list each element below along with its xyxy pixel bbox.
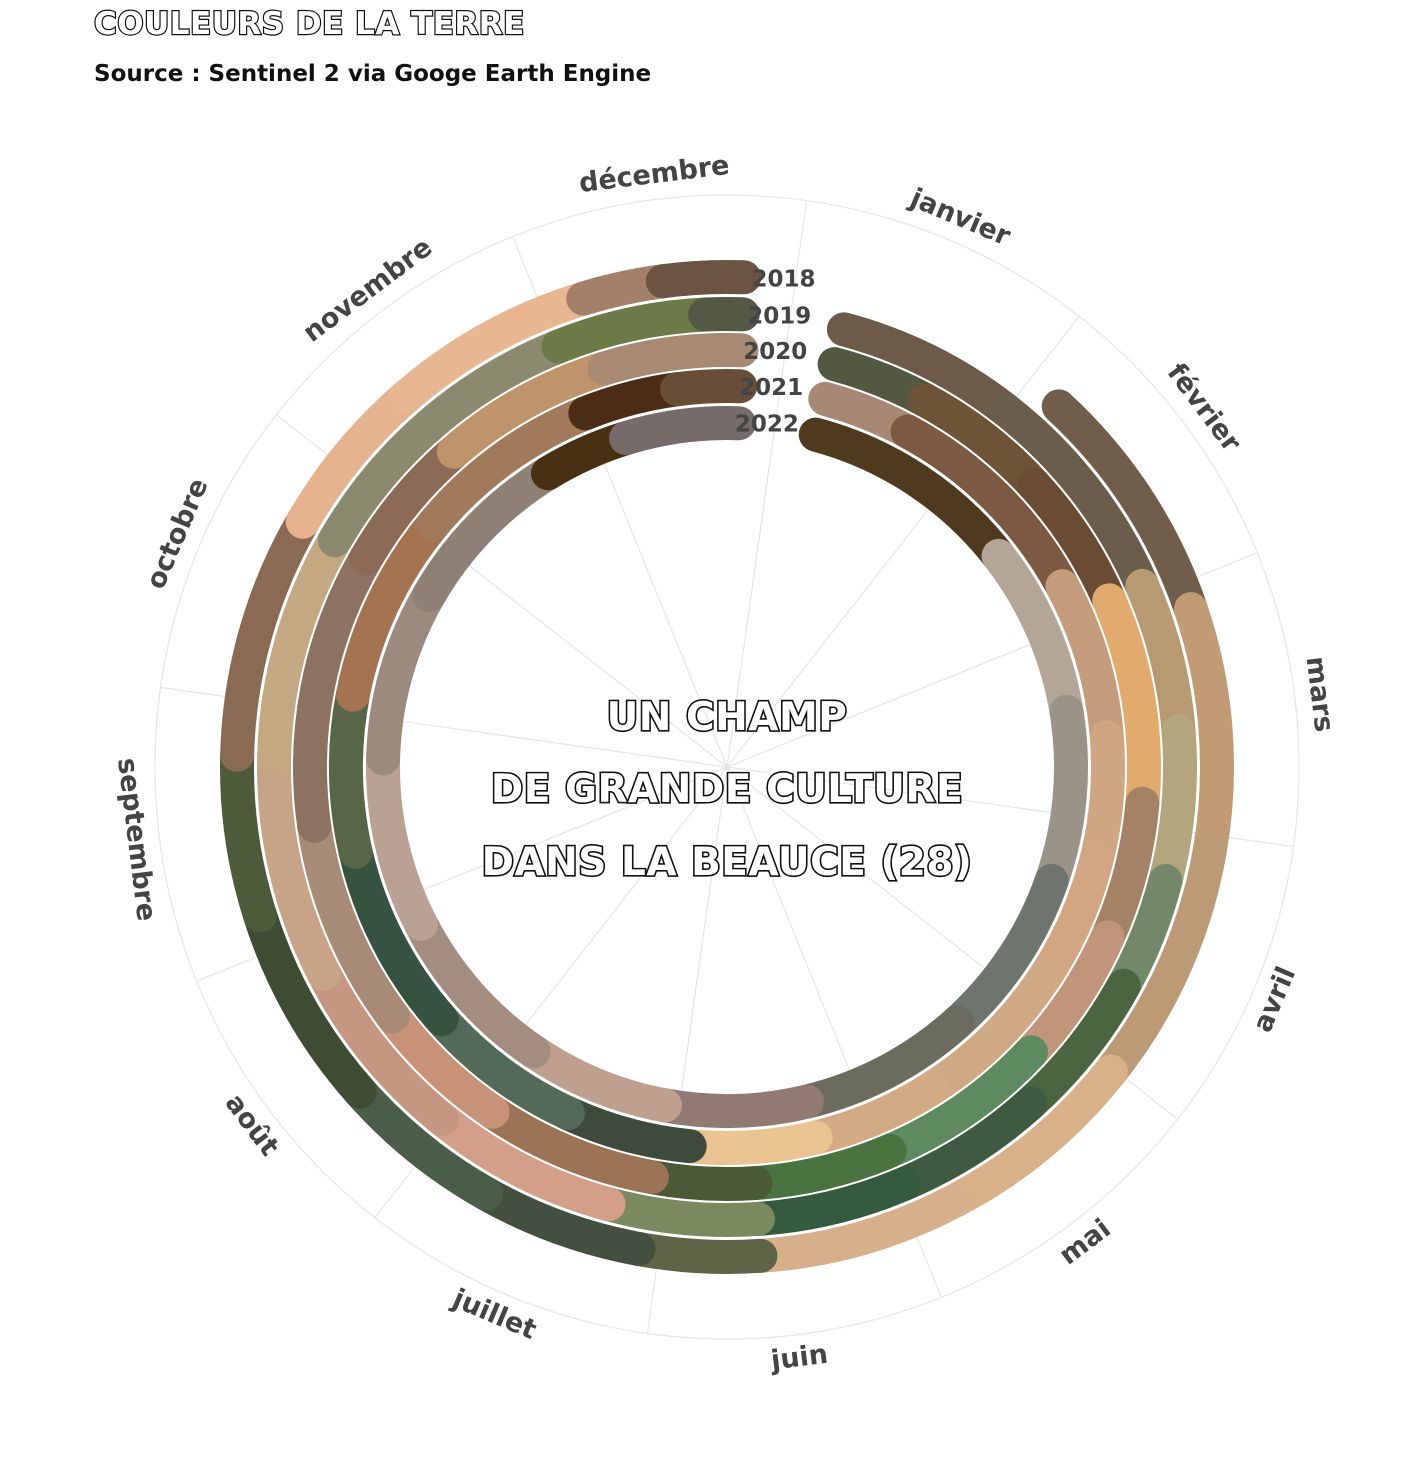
ring-segment bbox=[220, 737, 278, 933]
ring-segment bbox=[591, 1187, 775, 1237]
year-label-2020: 2020 bbox=[743, 339, 807, 365]
ring-segment bbox=[938, 1054, 1128, 1218]
ring-2022 bbox=[366, 406, 1088, 1128]
ring-segment bbox=[1078, 720, 1125, 880]
month-label-2: février bbox=[1161, 358, 1247, 459]
ring-segment bbox=[297, 808, 410, 1034]
year-label-2018: 2018 bbox=[751, 267, 815, 293]
month-label-7: juillet bbox=[447, 1283, 541, 1346]
ring-segment bbox=[648, 1084, 825, 1128]
year-rings bbox=[220, 260, 1234, 1274]
ring-segment bbox=[987, 392, 1160, 603]
ring-segment bbox=[317, 329, 576, 558]
ring-segment bbox=[416, 396, 603, 542]
ring-segment bbox=[335, 507, 451, 712]
ring-segment bbox=[890, 414, 1080, 604]
month-label-6: juin bbox=[768, 1339, 829, 1377]
chart-subtitle: Source : Sentinel 2 via Googe Earth Engi… bbox=[94, 61, 652, 87]
ring-segment bbox=[1093, 833, 1227, 1089]
center-line-2: DE GRANDE CULTURE bbox=[491, 767, 963, 812]
month-label-12: décembre bbox=[577, 150, 731, 199]
ring-segment bbox=[403, 907, 551, 1069]
ring-2020 bbox=[293, 332, 1161, 1201]
month-label-10: octobre bbox=[140, 474, 214, 594]
ring-segment bbox=[621, 1231, 778, 1274]
ring-segment bbox=[412, 456, 565, 612]
ring-segment bbox=[389, 281, 601, 414]
ring-segment bbox=[1041, 389, 1208, 627]
ring-segment bbox=[660, 369, 758, 407]
ring-segment bbox=[425, 1102, 626, 1222]
ring-segment bbox=[307, 956, 459, 1137]
ring-segment bbox=[672, 1120, 833, 1165]
ring-segment bbox=[981, 538, 1084, 729]
ring-segment bbox=[688, 297, 760, 332]
ring-segment bbox=[609, 406, 757, 456]
ring-segment bbox=[475, 1094, 669, 1195]
ring-segment bbox=[1173, 592, 1234, 868]
ring-segment bbox=[220, 504, 320, 772]
month-label-3: mars bbox=[1300, 655, 1340, 734]
grid-spoke bbox=[726, 200, 808, 768]
ring-segment bbox=[940, 863, 1069, 1040]
month-label-1: janvier bbox=[905, 182, 1015, 252]
year-label-2022: 2022 bbox=[735, 412, 799, 438]
chart-title: COULEURS DE LA TERRE bbox=[93, 5, 526, 43]
ring-segment bbox=[338, 834, 459, 1037]
center-caption: UN CHAMP DE GRANDE CULTURE DANS LA BEAUC… bbox=[480, 693, 973, 886]
grid-spoke bbox=[726, 315, 1080, 768]
ring-segment bbox=[366, 741, 438, 942]
year-label-2021: 2021 bbox=[739, 375, 803, 401]
ring-segment bbox=[743, 1183, 973, 1273]
ring-2021 bbox=[329, 369, 1125, 1165]
ring-segment bbox=[366, 577, 447, 776]
ring-segment bbox=[257, 523, 352, 773]
year-label-2019: 2019 bbox=[747, 303, 811, 329]
month-label-8: août bbox=[219, 1088, 285, 1162]
ring-segment bbox=[645, 260, 762, 299]
ring-segment bbox=[587, 332, 759, 386]
grid-circle bbox=[154, 194, 1300, 1340]
ring-2019 bbox=[257, 297, 1197, 1237]
ring-segment bbox=[798, 417, 1016, 573]
ring-segment bbox=[1092, 583, 1161, 821]
ring-segment bbox=[872, 1035, 1049, 1168]
ring-segment bbox=[243, 898, 377, 1109]
center-line-1: UN CHAMP bbox=[607, 695, 848, 740]
ring-segment bbox=[257, 738, 342, 991]
ring-segment bbox=[826, 312, 1022, 427]
year-labels: 2018 2019 2020 2021 2022 bbox=[735, 267, 816, 438]
month-label-5: mai bbox=[1054, 1213, 1117, 1271]
ring-segment bbox=[790, 1005, 975, 1119]
month-label-4: avril bbox=[1247, 962, 1302, 1036]
month-label-9: septembre bbox=[111, 756, 162, 923]
month-label-11: novembre bbox=[297, 232, 438, 349]
ring-segment bbox=[293, 541, 383, 843]
ring-2018 bbox=[220, 260, 1234, 1274]
ring-segment bbox=[1034, 694, 1088, 898]
ring-segment bbox=[1148, 714, 1197, 898]
ring-segment bbox=[329, 677, 373, 869]
center-line-3: DANS LA BEAUCE (28) bbox=[482, 840, 973, 885]
ring-segment bbox=[436, 351, 622, 469]
